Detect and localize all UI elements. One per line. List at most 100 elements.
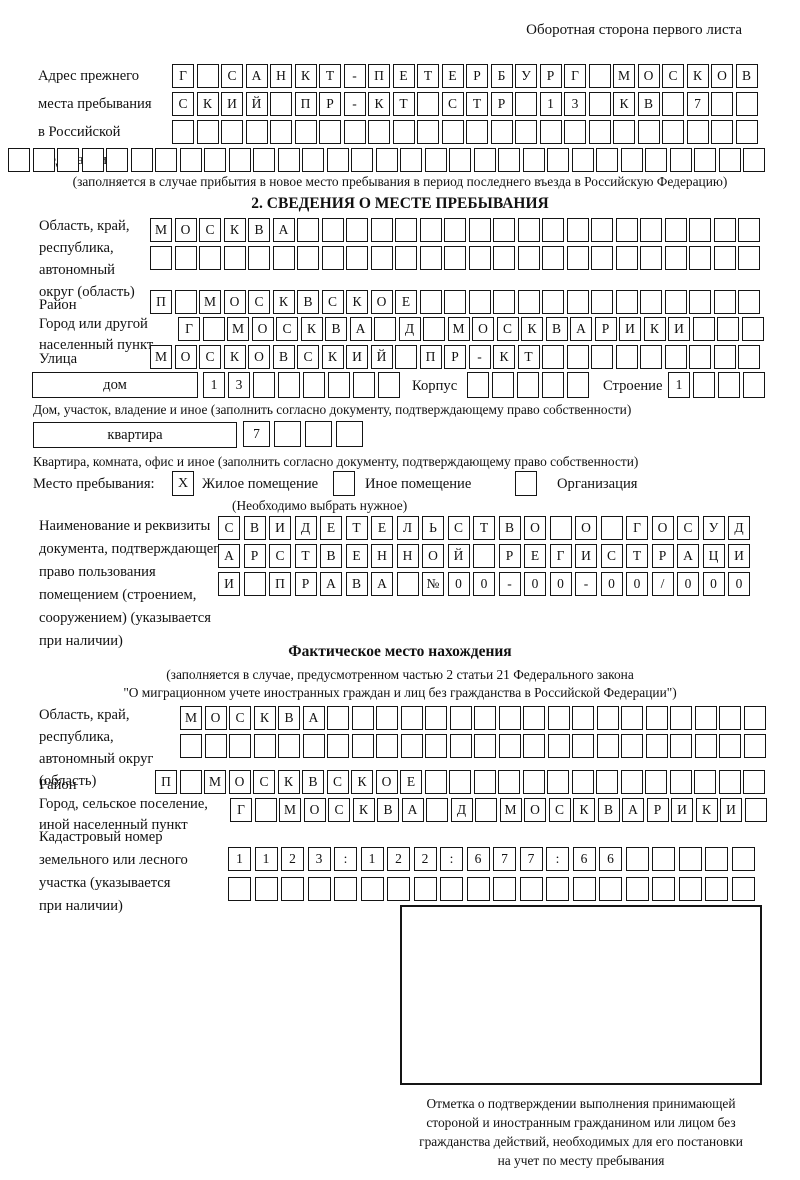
char-box: Д bbox=[398, 317, 421, 341]
char-box bbox=[743, 372, 765, 398]
char-box: - bbox=[468, 345, 491, 369]
char-box bbox=[400, 706, 423, 730]
char-box: М bbox=[499, 798, 522, 822]
stamp-caption: Отметка о подтверждении выполнения прини… bbox=[419, 1096, 743, 1168]
char-box: - bbox=[343, 64, 366, 88]
char-box bbox=[57, 148, 79, 172]
char-box bbox=[694, 770, 716, 794]
organization-label: Организация bbox=[557, 476, 638, 492]
residential-label: Жилое помещение bbox=[202, 476, 319, 492]
char-box: 3 bbox=[307, 847, 331, 871]
char-box bbox=[542, 345, 564, 369]
char-box: : bbox=[440, 847, 463, 871]
char-box bbox=[248, 246, 270, 270]
char-box: М bbox=[199, 290, 221, 314]
char-box bbox=[588, 92, 611, 116]
char-box: - bbox=[575, 572, 597, 596]
char-box bbox=[319, 120, 341, 144]
char-box bbox=[664, 345, 687, 369]
char-box bbox=[735, 92, 758, 116]
char-box: К bbox=[346, 290, 368, 314]
actual-location-note-1: (заполняется в случае, предусмотренном ч… bbox=[166, 667, 634, 682]
char-box bbox=[713, 246, 736, 270]
char-box bbox=[718, 372, 740, 398]
char-box bbox=[566, 345, 589, 369]
char-box: С bbox=[199, 345, 221, 369]
char-box bbox=[353, 372, 375, 398]
char-box: К bbox=[695, 798, 718, 822]
char-box: П bbox=[368, 64, 390, 88]
char-box: С bbox=[253, 770, 275, 794]
char-box bbox=[738, 246, 760, 270]
char-box: С bbox=[321, 290, 344, 314]
char-box: М bbox=[180, 706, 202, 730]
char-box: В bbox=[498, 516, 521, 540]
char-box: С bbox=[677, 516, 699, 540]
char-box bbox=[678, 847, 702, 871]
char-box bbox=[718, 770, 741, 794]
char-box bbox=[473, 148, 496, 172]
char-box: С bbox=[447, 516, 470, 540]
char-box: 7 bbox=[686, 92, 709, 116]
char-box: О bbox=[204, 706, 227, 730]
prev-address-row-4 bbox=[8, 148, 768, 172]
char-box: К bbox=[351, 770, 373, 794]
char-box bbox=[517, 290, 540, 314]
char-box: С bbox=[600, 544, 623, 568]
char-box bbox=[174, 246, 197, 270]
char-box bbox=[669, 770, 692, 794]
char-box bbox=[395, 345, 417, 369]
char-box bbox=[549, 516, 572, 540]
char-box bbox=[596, 734, 619, 758]
char-box: Д bbox=[728, 516, 750, 540]
char-box bbox=[336, 421, 363, 447]
char-box bbox=[645, 770, 667, 794]
char-box: 2 bbox=[387, 847, 410, 871]
char-box bbox=[417, 120, 439, 144]
char-box bbox=[378, 372, 400, 398]
char-box: Т bbox=[345, 516, 368, 540]
char-box: Р bbox=[594, 317, 617, 341]
char-box bbox=[441, 120, 464, 144]
char-box bbox=[423, 317, 445, 341]
char-box bbox=[228, 877, 251, 901]
char-box bbox=[591, 218, 613, 242]
char-box bbox=[615, 345, 638, 369]
char-box bbox=[664, 218, 687, 242]
char-box: М bbox=[613, 64, 635, 88]
char-box: И bbox=[728, 544, 750, 568]
char-box bbox=[474, 706, 496, 730]
char-box: Н bbox=[270, 64, 292, 88]
char-box bbox=[155, 148, 177, 172]
char-box bbox=[711, 120, 733, 144]
city-label: Город или другой населенный пункт bbox=[39, 316, 154, 353]
char-box bbox=[130, 148, 153, 172]
char-box bbox=[294, 120, 317, 144]
char-box bbox=[440, 877, 463, 901]
char-box bbox=[689, 345, 711, 369]
char-box bbox=[689, 246, 711, 270]
char-box bbox=[281, 877, 304, 901]
korpus-cells bbox=[467, 372, 592, 398]
char-box bbox=[718, 148, 741, 172]
char-box bbox=[180, 734, 202, 758]
char-box bbox=[449, 734, 472, 758]
char-box: А bbox=[401, 798, 424, 822]
region-row-2 bbox=[150, 246, 763, 270]
char-box: Г bbox=[178, 317, 200, 341]
char-box: 0 bbox=[473, 572, 495, 596]
char-box bbox=[424, 148, 447, 172]
char-box bbox=[640, 290, 662, 314]
char-box bbox=[395, 218, 417, 242]
char-box bbox=[32, 148, 55, 172]
char-box bbox=[596, 148, 618, 172]
char-box bbox=[625, 847, 649, 871]
actual-location-title: Фактическое место нахождения bbox=[288, 643, 512, 660]
char-box bbox=[172, 120, 194, 144]
char-box: С bbox=[548, 798, 571, 822]
char-box bbox=[572, 734, 594, 758]
char-box bbox=[738, 290, 760, 314]
char-box bbox=[546, 877, 569, 901]
char-box bbox=[615, 246, 638, 270]
